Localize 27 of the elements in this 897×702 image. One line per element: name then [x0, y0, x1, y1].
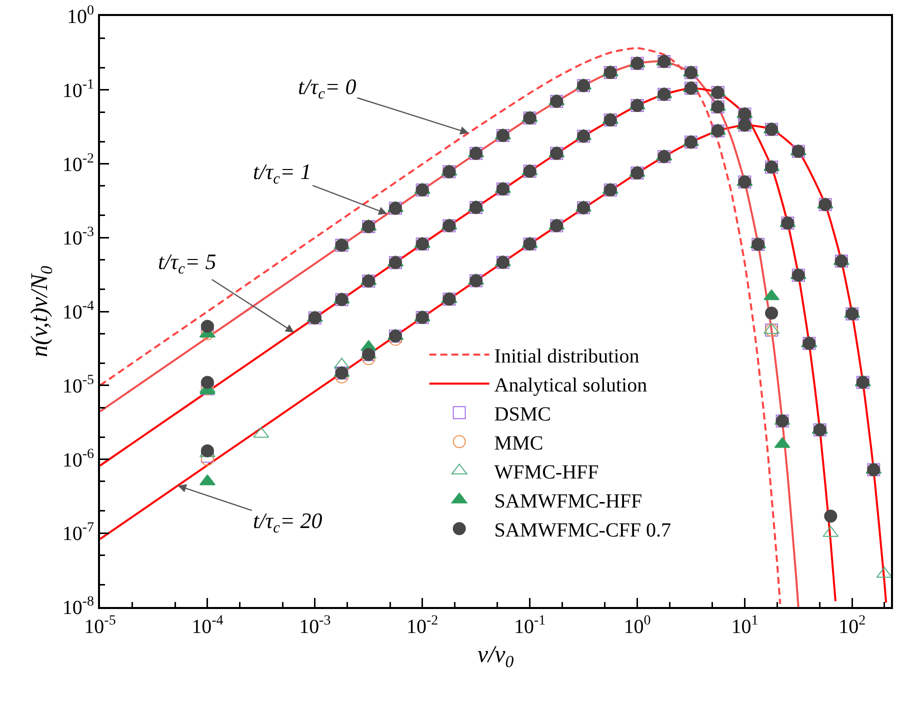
legend-label: Analytical solution	[494, 374, 648, 396]
legend-label: DSMC	[494, 403, 552, 426]
legend-label: Initial distribution	[494, 345, 640, 368]
annotation: t/τ$_{c}$= 0	[298, 74, 356, 103]
legend-label: SAMWFMC-CFF 0.7	[494, 519, 672, 542]
annotation: t/τ$_{c}$= 1	[253, 159, 312, 188]
x-tick-label: 10$^{-1}$	[514, 614, 546, 638]
x-tick-label: 10$^{1}$	[731, 614, 758, 638]
legend-label: SAMWFMC-HFF	[494, 490, 642, 512]
x-axis-title: v/v$_{0}$	[477, 642, 514, 671]
y-tick-label: 10$^{0}$	[67, 4, 94, 28]
legend-label: WFMC-HFF	[494, 461, 599, 484]
y-tick-label: 10$^{-1}$	[62, 77, 94, 102]
y-tick-label: 10$^{-5}$	[62, 372, 94, 398]
y-tick-label: 10$^{-6}$	[62, 446, 94, 472]
y-tick-label: 10$^{-2}$	[62, 151, 94, 176]
x-tick-label: 10$^{2}$	[838, 614, 866, 638]
x-tick-label: 10$^{-3}$	[299, 614, 331, 638]
x-tick-label: 10$^{-4}$	[192, 614, 224, 638]
y-tick-label: 10$^{-3}$	[62, 225, 94, 250]
y-tick-label: 10$^{-7}$	[62, 520, 94, 546]
legend-label: MMC	[494, 432, 544, 454]
annotation: t/τ$_{c}$= 5	[158, 249, 216, 278]
y-tick-label: 10$^{-4}$	[62, 299, 94, 324]
x-tick-label: 10$^{-2}$	[406, 614, 438, 638]
x-tick-label: 10$^{0}$	[624, 614, 651, 638]
annotation: t/τ$_{c}$= 20	[253, 508, 322, 537]
